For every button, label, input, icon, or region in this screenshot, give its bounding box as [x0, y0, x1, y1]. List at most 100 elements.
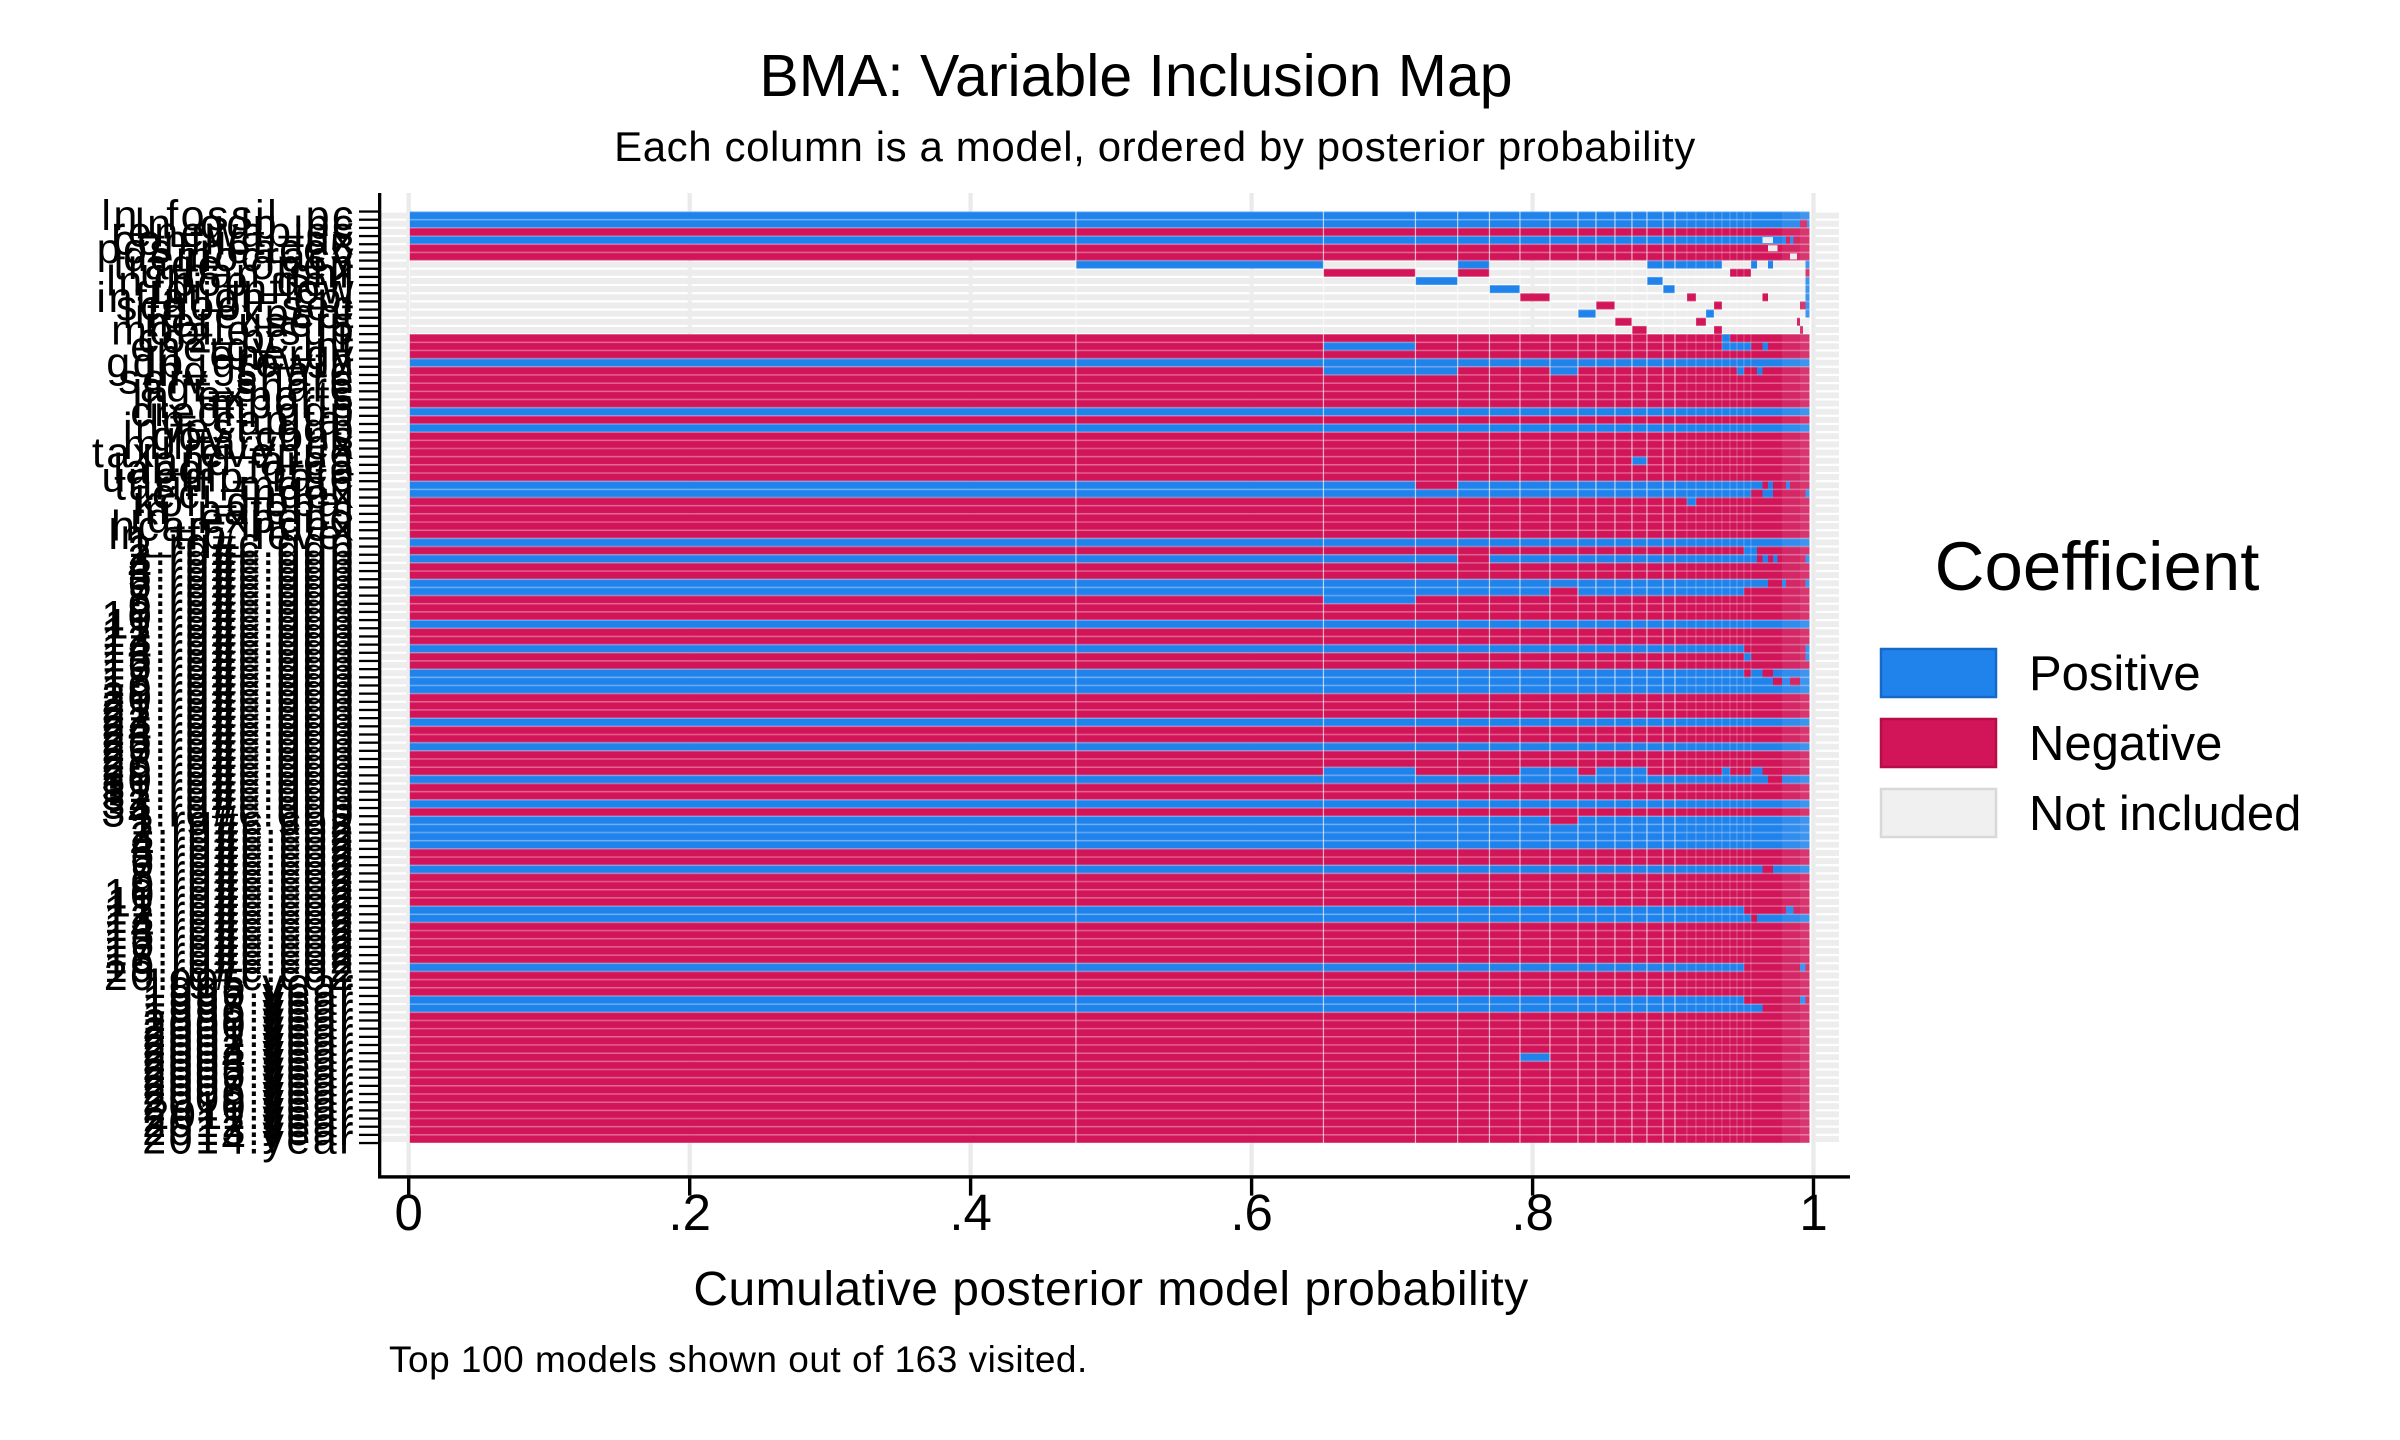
- svg-text:3.rg#c.co2: 3.rg#c.co2: [130, 813, 356, 861]
- svg-text:2006.year: 2006.year: [142, 1050, 356, 1098]
- svg-text:11.rg#c.gdp: 11.rg#c.gdp: [105, 601, 356, 649]
- svg-text:15.rg#c.co2: 15.rg#c.co2: [104, 911, 356, 959]
- svg-text:net_users: net_users: [145, 298, 356, 346]
- svg-text:hcap_index: hcap_index: [111, 503, 356, 551]
- svg-text:.6: .6: [1230, 1184, 1273, 1241]
- svg-text:29.rg#c.gdp: 29.rg#c.gdp: [101, 748, 356, 796]
- svg-text:14.rg#c.gdp: 14.rg#c.gdp: [101, 625, 356, 673]
- svg-text:2011.year: 2011.year: [145, 1091, 356, 1139]
- svg-text:10.rg#c.co2: 10.rg#c.co2: [104, 870, 356, 918]
- svg-text:8.rg#c.co2: 8.rg#c.co2: [130, 854, 356, 902]
- svg-text:serv_share: serv_share: [118, 356, 356, 404]
- svg-text:19.rg#c.gdp: 19.rg#c.gdp: [101, 666, 356, 714]
- svg-text:2004.year: 2004.year: [142, 1034, 356, 1082]
- svg-text:ln_capital: ln_capital: [149, 396, 356, 444]
- svg-text:Negative: Negative: [2029, 717, 2222, 771]
- svg-text:2008.year: 2008.year: [142, 1066, 356, 1114]
- svg-text:14.rg#c.co2: 14.rg#c.co2: [104, 903, 356, 951]
- svg-text:1995.year: 1995.year: [142, 960, 356, 1008]
- svg-text:2001.year: 2001.year: [142, 1009, 356, 1057]
- svg-text:ln_gdp_pc: ln_gdp_pc: [135, 200, 356, 248]
- svg-text:Top 100 models shown out of 16: Top 100 models shown out of 163 visited.: [389, 1339, 1088, 1380]
- svg-text:2002.year: 2002.year: [142, 1017, 356, 1065]
- svg-text:gov_cons: gov_cons: [152, 413, 356, 461]
- svg-text:ind_share: ind_share: [145, 347, 356, 395]
- svg-text:2003.year: 2003.year: [142, 1026, 356, 1074]
- svg-text:2009.year: 2009.year: [142, 1075, 356, 1123]
- svg-text:ln_fossil_pc: ln_fossil_pc: [101, 192, 356, 240]
- svg-text:school_sec: school_sec: [116, 282, 356, 330]
- svg-text:BMA: Variable Inclusion Map: BMA: Variable Inclusion Map: [759, 43, 1512, 109]
- svg-text:20.rg#c.co2: 20.rg#c.co2: [104, 952, 356, 1000]
- svg-text:Not included: Not included: [2029, 787, 2301, 841]
- svg-text:unemp_rate: unemp_rate: [102, 454, 357, 502]
- svg-text:credit_gdp: credit_gdp: [130, 388, 356, 436]
- svg-text:18.rg#c.gdp: 18.rg#c.gdp: [101, 658, 356, 706]
- svg-text:1997.year: 1997.year: [142, 977, 356, 1025]
- svg-text:9.rg#c.gdp: 9.rg#c.gdp: [128, 584, 356, 632]
- svg-text:military_ex: military_ex: [123, 421, 356, 469]
- svg-text:15.rg#c.gdp: 15.rg#c.gdp: [101, 633, 356, 681]
- svg-text:2005.year: 2005.year: [142, 1042, 356, 1090]
- svg-text:33.rg#c.gdp: 33.rg#c.gdp: [101, 780, 356, 828]
- svg-text:ln_exports: ln_exports: [133, 372, 356, 420]
- svg-text:16.rg#c.gdp: 16.rg#c.gdp: [101, 642, 356, 690]
- svg-text:16.rg#c.co2: 16.rg#c.co2: [104, 919, 356, 967]
- svg-text:1999.year: 1999.year: [142, 993, 356, 1041]
- svg-text:20.rg#c.gdp: 20.rg#c.gdp: [101, 674, 356, 722]
- svg-text:2.rg#c.co2: 2.rg#c.co2: [130, 805, 356, 853]
- svg-text:mobile_sub: mobile_sub: [111, 307, 356, 355]
- svg-text:co2_pc_l1: co2_pc_l1: [137, 315, 356, 363]
- svg-text:agr_share: agr_share: [140, 364, 356, 412]
- svg-text:1.rg#c.co2: 1.rg#c.co2: [130, 797, 356, 845]
- svg-text:tax_revenue: tax_revenue: [92, 429, 356, 477]
- svg-text:25.rg#c.gdp: 25.rg#c.gdp: [101, 715, 356, 763]
- svg-text:13.rg#c.co2: 13.rg#c.co2: [104, 895, 356, 943]
- svg-text:gdp_growth: gdp_growth: [106, 339, 356, 387]
- svg-text:34.rg#c.gdp: 34.rg#c.gdp: [101, 789, 356, 837]
- svg-text:4.rg#c.co2: 4.rg#c.co2: [130, 821, 356, 869]
- svg-text:ln_patents: ln_patents: [133, 486, 356, 534]
- svg-text:Cumulative posterior model pro: Cumulative posterior model probability: [693, 1263, 1528, 1316]
- svg-text:1.rg#c.gdp: 1.rg#c.gdp: [128, 519, 356, 567]
- svg-text:fdi_inflow: fdi_inflow: [152, 266, 356, 314]
- svg-text:.2: .2: [668, 1184, 711, 1241]
- svg-text:trade_open: trade_open: [113, 241, 356, 289]
- svg-text:27.rg#c.gdp: 27.rg#c.gdp: [101, 731, 356, 779]
- svg-text:28.rg#c.gdp: 28.rg#c.gdp: [101, 740, 356, 788]
- svg-text:kof_global: kof_global: [135, 478, 356, 526]
- svg-text:1: 1: [1799, 1184, 1827, 1241]
- svg-text:19.rg#c.co2: 19.rg#c.co2: [104, 944, 356, 992]
- svg-text:.8: .8: [1511, 1184, 1554, 1241]
- svg-text:ln_energy: ln_energy: [145, 331, 356, 379]
- svg-text:Each column is a model, ordere: Each column is a model, ordered by poste…: [614, 123, 1696, 170]
- svg-text:inflation_cpi: inflation_cpi: [96, 274, 356, 322]
- svg-text:pos_peace5: pos_peace5: [97, 225, 356, 273]
- svg-text:5.rg#c.gdp: 5.rg#c.gdp: [128, 552, 356, 600]
- svg-text:2.rg#c.gdp: 2.rg#c.gdp: [128, 527, 356, 575]
- svg-text:1996.year: 1996.year: [142, 968, 356, 1016]
- svg-text:26.rg#c.gdp: 26.rg#c.gdp: [101, 723, 356, 771]
- svg-text:21.rg#c.gdp: 21.rg#c.gdp: [101, 682, 356, 730]
- svg-text:2000.year: 2000.year: [142, 1001, 356, 1049]
- svg-text:11.rg#c.co2: 11.rg#c.co2: [107, 879, 356, 927]
- svg-text:urban_shr: urban_shr: [140, 249, 356, 297]
- svg-text:renewables: renewables: [111, 208, 356, 256]
- svg-text:invest_gdp: invest_gdp: [123, 405, 356, 453]
- svg-text:.4: .4: [949, 1184, 992, 1241]
- svg-text:2010.year: 2010.year: [142, 1083, 356, 1131]
- svg-text:22.rg#c.gdp: 22.rg#c.gdp: [101, 691, 356, 739]
- svg-text:0: 0: [395, 1184, 423, 1241]
- svg-text:12.rg#c.gdp: 12.rg#c.gdp: [101, 609, 356, 657]
- svg-text:tariff_mean: tariff_mean: [114, 462, 356, 510]
- svg-text:ln_tfp_level: ln_tfp_level: [108, 511, 356, 559]
- svg-text:2014.year: 2014.year: [142, 1115, 356, 1163]
- svg-text:7.rg#c.gdp: 7.rg#c.gdp: [128, 568, 356, 616]
- svg-text:32.rg#c.gdp: 32.rg#c.gdp: [101, 772, 356, 820]
- svg-text:18.rg#c.co2: 18.rg#c.co2: [104, 936, 356, 984]
- svg-text:rd_expend: rd_expend: [130, 494, 356, 542]
- svg-text:eci_index: eci_index: [152, 470, 356, 518]
- svg-text:23.rg#c.gdp: 23.rg#c.gdp: [101, 699, 356, 747]
- svg-text:17.rg#c.co2: 17.rg#c.co2: [104, 928, 356, 976]
- svg-text:4.rg#c.gdp: 4.rg#c.gdp: [128, 543, 356, 591]
